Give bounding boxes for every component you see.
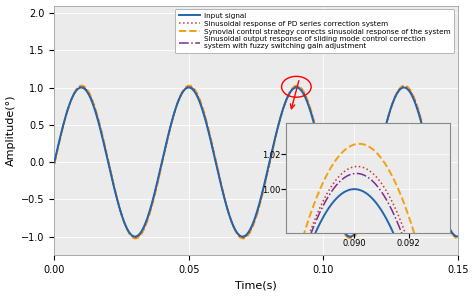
X-axis label: Time(s): Time(s) [235, 280, 277, 290]
Legend: Input signal, Sinusoidal response of PD series correction system, Synovial contr: Input signal, Sinusoidal response of PD … [175, 9, 454, 53]
Y-axis label: Amplitude(°): Amplitude(°) [6, 95, 16, 166]
